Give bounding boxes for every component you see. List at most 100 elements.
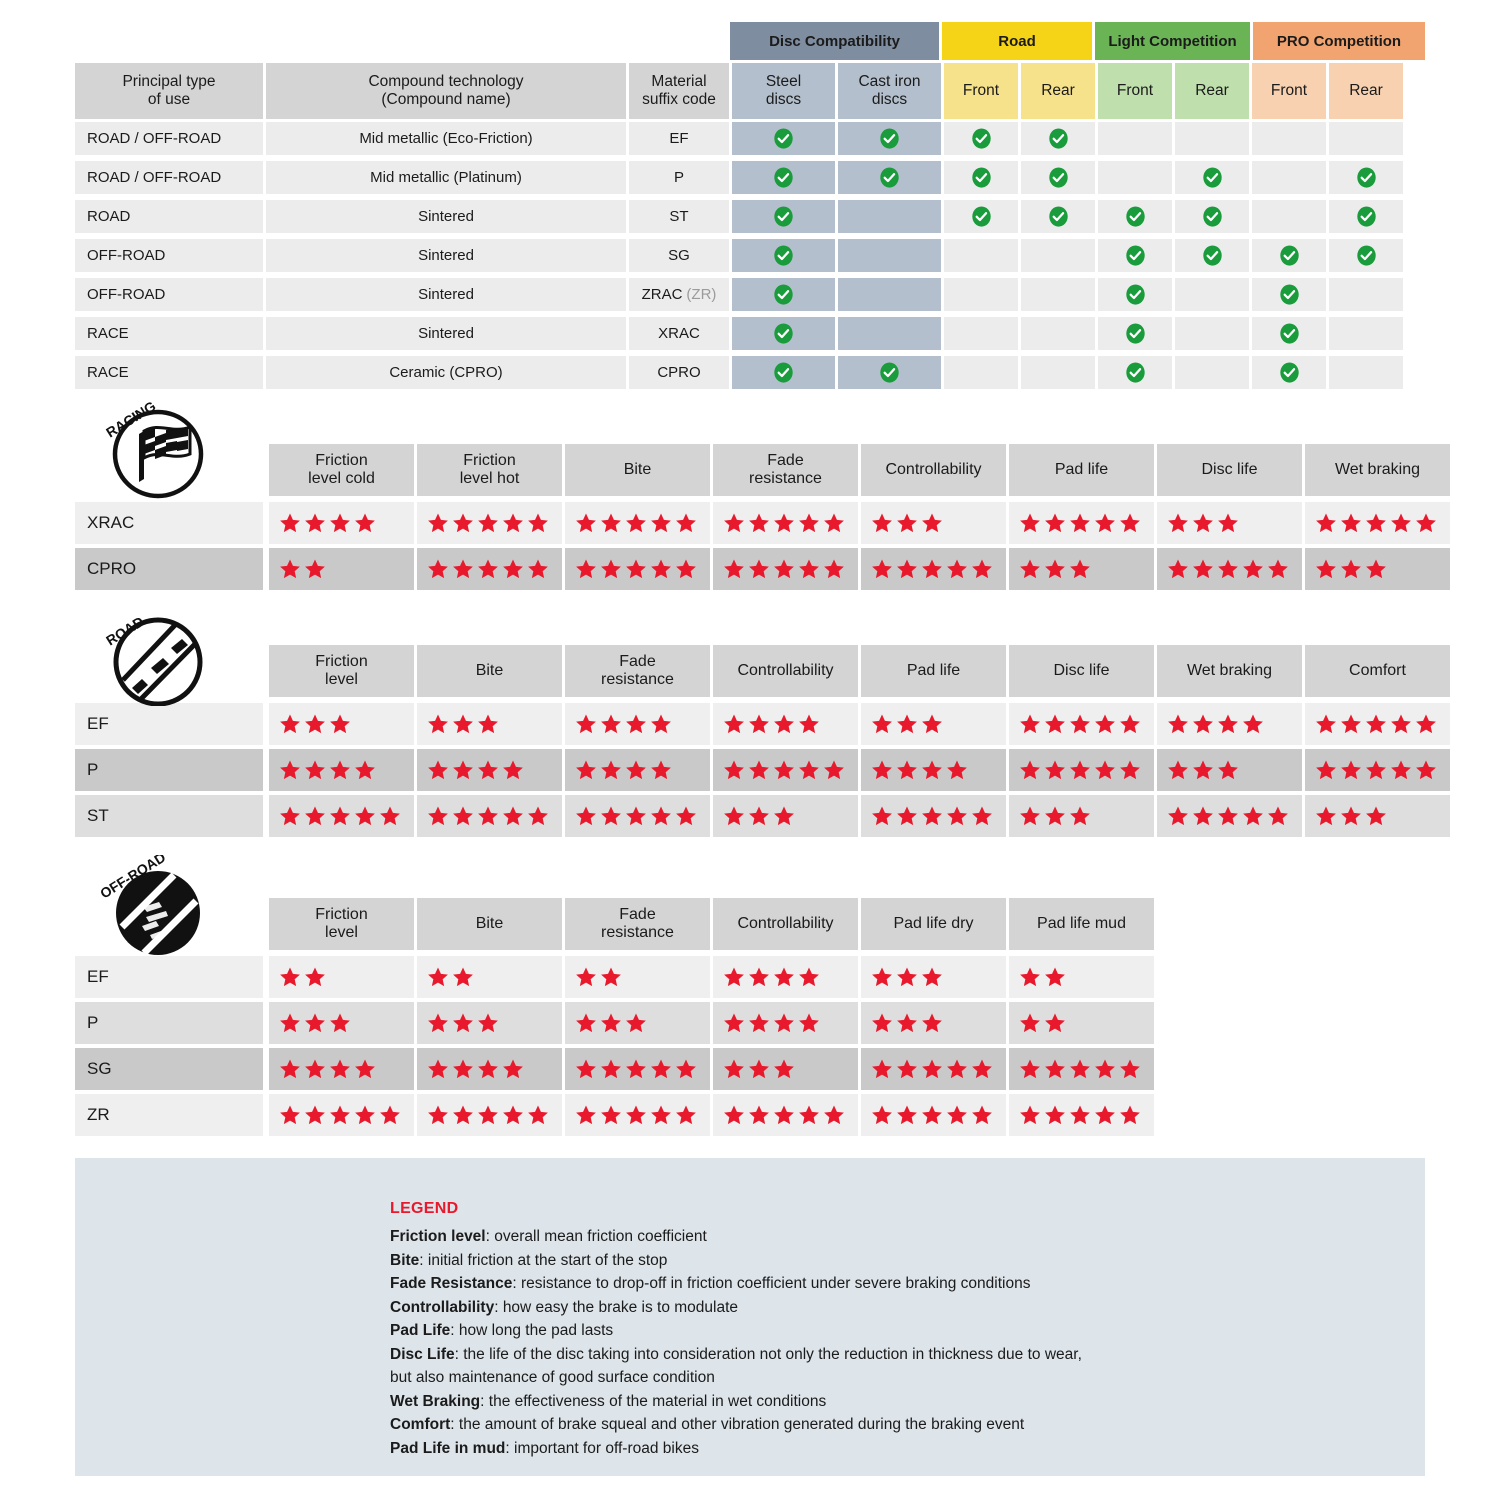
star-icon bbox=[1070, 714, 1090, 734]
legend-entry: Disc Life: the life of the disc taking i… bbox=[390, 1343, 1425, 1367]
star-icon bbox=[503, 513, 523, 533]
star-rating bbox=[427, 966, 474, 988]
star-icon bbox=[1045, 967, 1065, 987]
ratings-cell bbox=[269, 502, 414, 544]
star-icon bbox=[774, 1013, 794, 1033]
racing-icon: RACING bbox=[98, 398, 208, 500]
header-line-1: Cast iron bbox=[858, 72, 921, 90]
star-icon bbox=[724, 806, 744, 826]
legend-description: : overall mean friction coefficient bbox=[485, 1228, 707, 1245]
star-icon bbox=[1120, 760, 1140, 780]
star-icon bbox=[651, 513, 671, 533]
ratings-column-header-bite: Bite bbox=[565, 444, 710, 496]
ratings-cell bbox=[861, 1002, 1006, 1044]
star-rating bbox=[1019, 805, 1091, 827]
ratings-cell bbox=[1305, 502, 1450, 544]
cell-pro-front bbox=[1252, 239, 1326, 272]
star-icon bbox=[774, 760, 794, 780]
ratings-cell bbox=[565, 795, 710, 837]
road-icon: ROAD bbox=[98, 604, 208, 707]
cell-pro-front bbox=[1252, 356, 1326, 389]
cell-principal-type: RACE bbox=[75, 317, 263, 350]
check-icon bbox=[1279, 245, 1299, 266]
star-rating bbox=[575, 713, 672, 735]
star-icon bbox=[478, 1105, 498, 1125]
star-icon bbox=[453, 967, 473, 987]
star-icon bbox=[1070, 1105, 1090, 1125]
ratings-cell bbox=[269, 1094, 414, 1136]
star-icon bbox=[897, 967, 917, 987]
check-icon bbox=[1048, 206, 1068, 227]
star-icon bbox=[872, 1013, 892, 1033]
star-icon bbox=[1168, 513, 1188, 533]
star-icon bbox=[280, 1059, 300, 1079]
star-icon bbox=[947, 806, 967, 826]
star-icon bbox=[1020, 559, 1040, 579]
group-header-row: Disc Compatibility Road Light Competitio… bbox=[75, 22, 1425, 60]
star-icon bbox=[749, 714, 769, 734]
star-icon bbox=[1070, 559, 1090, 579]
ratings-column-header-bite: Bite bbox=[417, 645, 562, 697]
check-icon bbox=[1048, 167, 1068, 188]
ratings-cell bbox=[1009, 1094, 1154, 1136]
star-icon bbox=[1218, 760, 1238, 780]
ratings-cell bbox=[1009, 956, 1154, 998]
star-icon bbox=[601, 760, 621, 780]
star-rating bbox=[427, 1058, 524, 1080]
column-header-row: Principal type of use Compound technology… bbox=[75, 63, 1425, 119]
legend-description: : the amount of brake squeal and other v… bbox=[450, 1416, 1025, 1433]
star-icon bbox=[503, 559, 523, 579]
star-icon bbox=[972, 806, 992, 826]
legend-entry: Comfort: the amount of brake squeal and … bbox=[390, 1413, 1425, 1437]
ratings-column-header-pad-life: Pad life bbox=[1009, 444, 1154, 496]
check-icon bbox=[774, 128, 793, 149]
legend-entry: Wet Braking: the effectiveness of the ma… bbox=[390, 1390, 1425, 1414]
star-icon bbox=[1168, 559, 1188, 579]
star-icon bbox=[824, 760, 844, 780]
offroad-ratings-table: Friction level Bite Fade resistance Controlla… bbox=[75, 898, 1157, 1140]
check-icon bbox=[1125, 323, 1145, 344]
star-icon bbox=[1045, 1059, 1065, 1079]
star-rating bbox=[1167, 558, 1289, 580]
ratings-cell bbox=[1157, 749, 1302, 791]
cell-steel-discs bbox=[732, 200, 835, 233]
star-rating bbox=[1019, 1058, 1141, 1080]
ratings-cell bbox=[861, 703, 1006, 745]
cell-light-rear bbox=[1175, 317, 1249, 350]
column-header-compound-technology: Compound technology (Compound name) bbox=[266, 63, 626, 119]
star-icon bbox=[922, 760, 942, 780]
star-icon bbox=[676, 513, 696, 533]
star-icon bbox=[799, 967, 819, 987]
star-icon bbox=[724, 1013, 744, 1033]
cell-steel-discs bbox=[732, 356, 835, 389]
star-rating bbox=[723, 1058, 795, 1080]
star-icon bbox=[1366, 559, 1386, 579]
ratings-cell bbox=[565, 548, 710, 590]
star-icon bbox=[478, 1059, 498, 1079]
star-rating bbox=[279, 1012, 351, 1034]
cell-pro-rear bbox=[1329, 161, 1403, 194]
check-icon bbox=[1125, 284, 1145, 305]
legend-description: : the life of the disc taking into consi… bbox=[454, 1345, 1082, 1363]
star-rating bbox=[575, 1012, 647, 1034]
star-icon bbox=[676, 1059, 696, 1079]
star-icon bbox=[601, 806, 621, 826]
star-icon bbox=[897, 1105, 917, 1125]
star-icon bbox=[1268, 806, 1288, 826]
star-icon bbox=[280, 967, 300, 987]
star-icon bbox=[626, 559, 646, 579]
ratings-cell bbox=[713, 956, 858, 998]
star-icon bbox=[1341, 513, 1361, 533]
star-icon bbox=[897, 559, 917, 579]
star-icon bbox=[428, 714, 448, 734]
star-icon bbox=[922, 806, 942, 826]
star-icon bbox=[1120, 714, 1140, 734]
star-rating bbox=[871, 512, 943, 534]
star-icon bbox=[947, 1059, 967, 1079]
star-icon bbox=[576, 1059, 596, 1079]
star-icon bbox=[601, 967, 621, 987]
star-icon bbox=[503, 760, 523, 780]
star-rating bbox=[723, 759, 845, 781]
star-icon bbox=[601, 714, 621, 734]
star-icon bbox=[1168, 760, 1188, 780]
